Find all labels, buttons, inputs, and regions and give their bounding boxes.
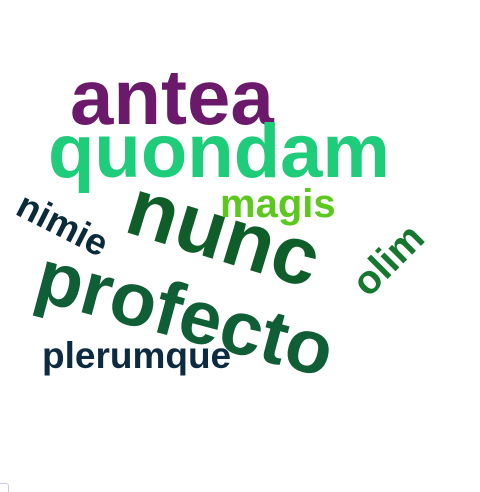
word-plerumque: plerumque xyxy=(42,335,232,376)
word-magis: magis xyxy=(220,182,336,226)
word-olim: olim xyxy=(343,215,433,305)
word-antea: antea xyxy=(70,53,274,141)
corner-mark xyxy=(0,483,9,492)
word-quondam: quondam xyxy=(48,109,390,194)
